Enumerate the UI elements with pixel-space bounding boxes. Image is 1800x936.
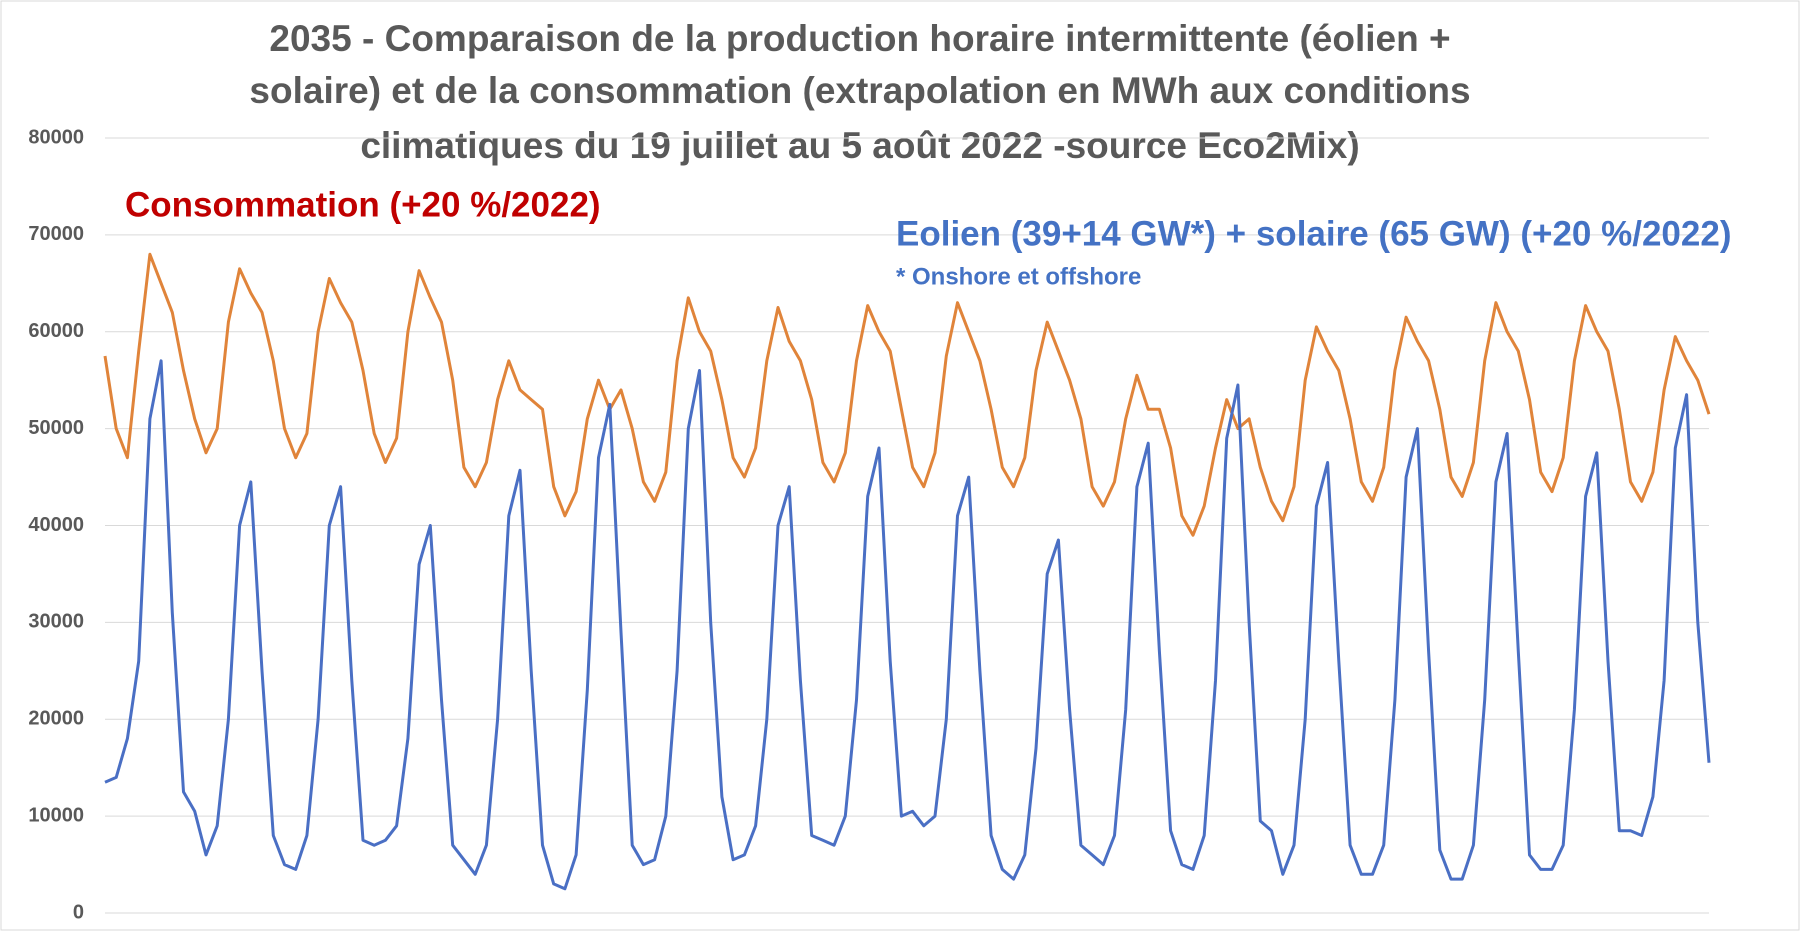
series-line xyxy=(103,252,1711,537)
chart-title: solaire) et de la consommation (extrapol… xyxy=(249,70,1470,111)
chart-title: climatiques du 19 juillet au 5 août 2022… xyxy=(360,125,1359,166)
y-tick-label: 60000 xyxy=(28,320,84,342)
chart-title: 2035 - Comparaison de la production hora… xyxy=(269,18,1450,59)
series-line xyxy=(104,359,1711,891)
annotation: * Onshore et offshore xyxy=(896,263,1141,290)
y-tick-label: 10000 xyxy=(28,804,84,826)
y-tick-label: 20000 xyxy=(28,708,84,730)
y-tick-label: 50000 xyxy=(28,417,84,439)
y-tick-label: 70000 xyxy=(28,223,84,245)
annotation: Consommation (+20 %/2022) xyxy=(125,185,601,224)
annotation: Eolien (39+14 GW*) + solaire (65 GW) (+2… xyxy=(896,214,1731,253)
y-tick-label: 40000 xyxy=(28,514,84,536)
y-tick-label: 30000 xyxy=(28,611,84,633)
y-tick-label: 80000 xyxy=(28,126,84,148)
y-tick-label: 0 xyxy=(73,901,84,923)
